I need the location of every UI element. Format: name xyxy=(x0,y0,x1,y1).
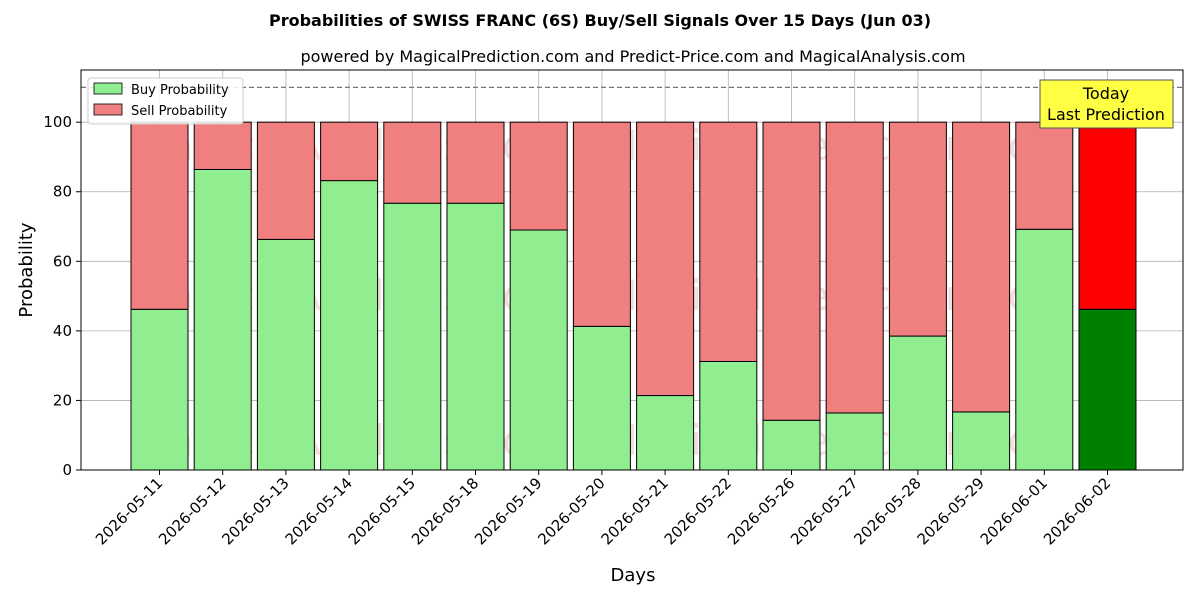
x-tick-label: 2026-05-22 xyxy=(661,474,735,548)
x-tick-label: 2026-05-18 xyxy=(408,474,482,548)
y-tick-label: 60 xyxy=(53,252,72,270)
legend: Buy Probability Sell Probability xyxy=(87,77,244,125)
bar-sell-2026-06-01 xyxy=(1015,121,1074,230)
y-tick-label: 40 xyxy=(53,322,72,340)
bar-buy-2026-05-15 xyxy=(383,202,442,471)
bar-buy-2026-05-26 xyxy=(762,419,821,471)
bar-sell-2026-05-29 xyxy=(952,121,1011,413)
x-tick-label: 2026-05-20 xyxy=(534,474,608,548)
x-tick-label: 2026-05-29 xyxy=(914,474,988,548)
plot-border xyxy=(80,69,1184,471)
bar-sell-2026-05-11 xyxy=(130,121,189,310)
bar-buy-2026-05-21 xyxy=(636,395,695,471)
annotation-line-2: Last Prediction xyxy=(1047,105,1165,124)
legend-label-sell: Sell Probability xyxy=(131,104,228,119)
x-tick-label: 2026-05-28 xyxy=(850,474,924,548)
bars xyxy=(130,121,1137,471)
x-axis-label: Days xyxy=(611,565,656,586)
bar-buy-2026-05-14 xyxy=(320,180,379,471)
bar-sell-2026-05-27 xyxy=(825,121,884,414)
chart-subtitle: powered by MagicalPrediction.com and Pre… xyxy=(300,47,965,66)
x-tick-label: 2026-05-26 xyxy=(724,474,798,548)
bar-sell-2026-05-18 xyxy=(446,121,505,204)
y-axis-label: Probability xyxy=(16,222,37,317)
bar-buy-2026-05-18 xyxy=(446,202,505,471)
x-tick-label: 2026-05-19 xyxy=(471,474,545,548)
bar-sell-2026-05-15 xyxy=(383,121,442,204)
x-tick-label: 2026-05-12 xyxy=(155,474,229,548)
y-tick-label: 20 xyxy=(53,391,72,409)
bar-sell-2026-06-02 xyxy=(1078,121,1137,310)
annotation-box xyxy=(1039,79,1174,129)
bar-buy-2026-05-19 xyxy=(509,229,568,471)
bar-buy-2026-06-01 xyxy=(1015,228,1074,471)
x-tick-label: 2026-05-11 xyxy=(92,474,166,548)
bar-buy-2026-05-13 xyxy=(256,238,315,471)
bar-sell-2026-05-22 xyxy=(699,121,758,362)
x-tick-label: 2026-05-21 xyxy=(598,474,672,548)
bar-buy-2026-05-12 xyxy=(193,168,252,471)
x-tick-label: 2026-06-02 xyxy=(1040,474,1114,548)
x-tick-label: 2026-06-01 xyxy=(977,474,1051,548)
x-tick-label: 2026-05-13 xyxy=(218,474,292,548)
x-tick-label: 2026-05-27 xyxy=(787,474,861,548)
bar-sell-2026-05-21 xyxy=(636,121,695,397)
bar-buy-2026-05-20 xyxy=(572,325,631,471)
bar-buy-2026-05-22 xyxy=(699,360,758,471)
x-axis-ticks: 2026-05-112026-05-122026-05-132026-05-14… xyxy=(92,470,1114,548)
today-annotation: Today Last Prediction xyxy=(1039,79,1174,129)
y-axis-ticks: 0 20 40 60 80 100 xyxy=(43,113,81,479)
legend-swatch-sell xyxy=(93,103,123,116)
bar-buy-2026-05-28 xyxy=(888,335,947,471)
bar-sell-2026-05-14 xyxy=(320,121,379,182)
y-tick-label: 0 xyxy=(62,461,72,479)
bar-sell-2026-05-19 xyxy=(509,121,568,231)
legend-box xyxy=(87,77,244,125)
bar-buy-2026-05-11 xyxy=(130,308,189,471)
bar-sell-2026-05-12 xyxy=(193,121,252,170)
legend-label-buy: Buy Probability xyxy=(131,83,229,98)
bar-buy-2026-05-29 xyxy=(952,411,1011,471)
y-tick-label: 80 xyxy=(53,183,72,201)
bar-sell-2026-05-13 xyxy=(256,121,315,240)
x-tick-label: 2026-05-15 xyxy=(345,474,419,548)
bar-sell-2026-05-26 xyxy=(762,121,821,421)
annotation-line-1: Today xyxy=(1082,84,1129,103)
chart-title: Probabilities of SWISS FRANC (6S) Buy/Se… xyxy=(269,11,931,30)
bar-buy-2026-05-27 xyxy=(825,412,884,471)
bar-buy-2026-06-02 xyxy=(1078,308,1137,471)
y-tick-label: 100 xyxy=(43,113,72,131)
bar-sell-2026-05-28 xyxy=(888,121,947,337)
x-tick-label: 2026-05-14 xyxy=(282,474,356,548)
legend-swatch-buy xyxy=(93,82,123,95)
bar-sell-2026-05-20 xyxy=(572,121,631,327)
